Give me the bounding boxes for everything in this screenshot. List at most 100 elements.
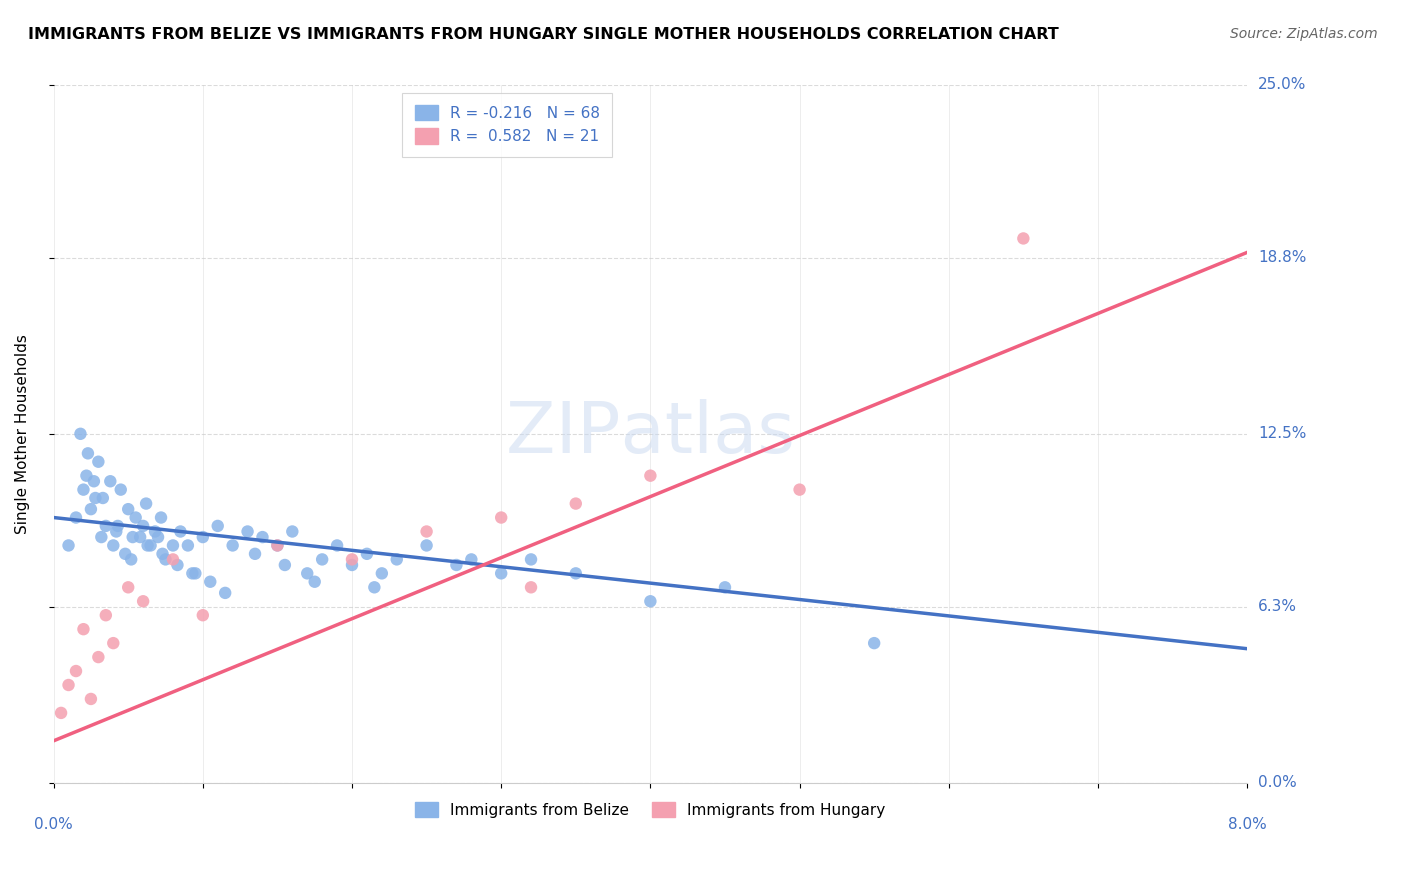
Point: [124, 510, 146, 524]
Point: [80, 502, 103, 516]
Point: [489, 510, 512, 524]
Point: [117, 580, 139, 594]
Point: [191, 608, 214, 623]
Point: [200, 574, 222, 589]
Point: [136, 538, 159, 552]
Point: [181, 566, 204, 581]
Text: 8.0%: 8.0%: [1227, 817, 1267, 832]
Point: [146, 530, 169, 544]
Point: [191, 530, 214, 544]
Point: [72, 622, 94, 636]
Point: [460, 552, 482, 566]
Point: [297, 566, 319, 581]
Point: [103, 636, 125, 650]
Point: [114, 547, 136, 561]
Point: [117, 502, 139, 516]
Point: [565, 497, 588, 511]
Point: [565, 566, 588, 581]
Point: [87, 455, 110, 469]
Point: [640, 468, 662, 483]
Point: [714, 580, 737, 594]
Text: 12.5%: 12.5%: [1258, 426, 1306, 442]
Point: [274, 558, 297, 572]
Point: [311, 552, 333, 566]
Point: [77, 446, 100, 460]
Point: [221, 538, 243, 552]
Point: [385, 552, 408, 566]
Point: [214, 586, 236, 600]
Point: [363, 580, 385, 594]
Point: [80, 692, 103, 706]
Point: [65, 664, 87, 678]
Point: [155, 552, 177, 566]
Text: 0.0%: 0.0%: [34, 817, 73, 832]
Point: [72, 483, 94, 497]
Point: [90, 530, 112, 544]
Point: [84, 491, 107, 505]
Point: [103, 538, 125, 552]
Point: [121, 530, 143, 544]
Point: [304, 574, 326, 589]
Point: [162, 538, 184, 552]
Point: [94, 519, 117, 533]
Point: [132, 519, 155, 533]
Point: [83, 475, 105, 489]
Point: [266, 538, 288, 552]
Y-axis label: Single Mother Households: Single Mother Households: [15, 334, 30, 533]
Point: [1012, 231, 1035, 245]
Point: [75, 468, 97, 483]
Point: [446, 558, 468, 572]
Point: [110, 483, 132, 497]
Point: [789, 483, 811, 497]
Text: 25.0%: 25.0%: [1258, 78, 1306, 93]
Point: [49, 706, 72, 720]
Point: [69, 426, 91, 441]
Point: [120, 552, 142, 566]
Point: [177, 538, 200, 552]
Point: [152, 547, 174, 561]
Point: [281, 524, 304, 539]
Point: [266, 538, 288, 552]
Point: [640, 594, 662, 608]
Point: [58, 678, 80, 692]
Point: [340, 558, 363, 572]
Point: [356, 547, 378, 561]
Point: [58, 538, 80, 552]
Point: [415, 538, 437, 552]
Point: [236, 524, 259, 539]
Point: [184, 566, 207, 581]
Point: [169, 524, 191, 539]
Point: [91, 491, 114, 505]
Point: [166, 558, 188, 572]
Point: [135, 497, 157, 511]
Point: [326, 538, 349, 552]
Point: [139, 538, 162, 552]
Point: [520, 552, 543, 566]
Point: [98, 475, 121, 489]
Point: [340, 552, 363, 566]
Point: [143, 524, 166, 539]
Text: ZIP​atlas: ZIP​atlas: [506, 400, 794, 468]
Point: [129, 530, 152, 544]
Point: [863, 636, 886, 650]
Point: [252, 530, 274, 544]
Point: [489, 566, 512, 581]
Point: [107, 519, 129, 533]
Point: [105, 524, 128, 539]
Text: 18.8%: 18.8%: [1258, 251, 1306, 266]
Point: [162, 552, 184, 566]
Text: 0.0%: 0.0%: [1258, 775, 1296, 790]
Point: [65, 510, 87, 524]
Point: [150, 510, 173, 524]
Point: [520, 580, 543, 594]
Point: [207, 519, 229, 533]
Point: [132, 594, 155, 608]
Legend: Immigrants from Belize, Immigrants from Hungary: Immigrants from Belize, Immigrants from …: [409, 796, 891, 824]
Point: [371, 566, 394, 581]
Point: [415, 524, 437, 539]
Point: [243, 547, 266, 561]
Point: [94, 608, 117, 623]
Text: IMMIGRANTS FROM BELIZE VS IMMIGRANTS FROM HUNGARY SINGLE MOTHER HOUSEHOLDS CORRE: IMMIGRANTS FROM BELIZE VS IMMIGRANTS FRO…: [28, 27, 1059, 42]
Text: 6.3%: 6.3%: [1258, 599, 1298, 615]
Text: Source: ZipAtlas.com: Source: ZipAtlas.com: [1230, 27, 1378, 41]
